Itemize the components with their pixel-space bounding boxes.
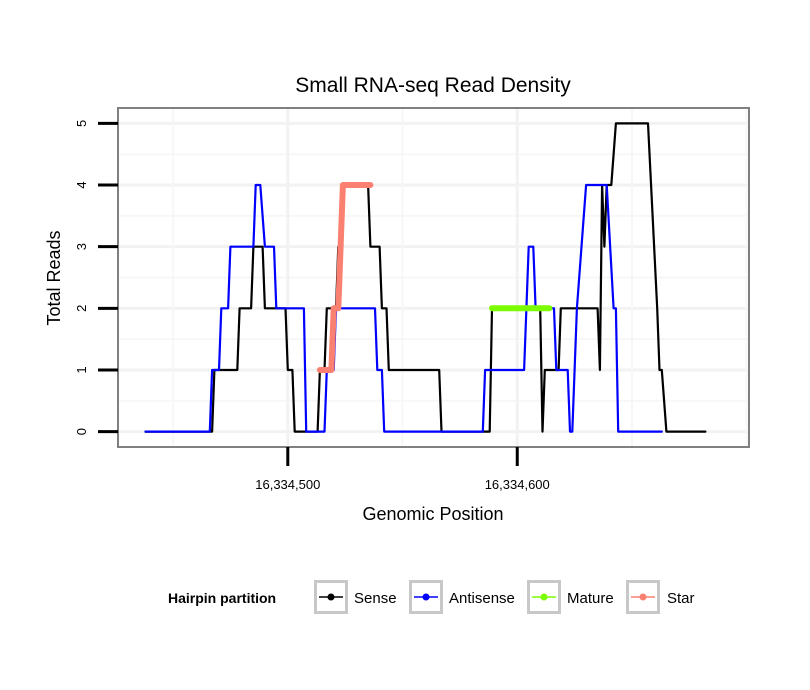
x-tick-label: 16,334,600: [485, 477, 550, 492]
y-tick-label: 2: [74, 305, 89, 312]
y-tick-label: 5: [74, 120, 89, 127]
legend-label: Sense: [354, 590, 397, 607]
series-layer: [144, 122, 707, 433]
legend-label: Antisense: [449, 590, 515, 607]
y-axis-label: Total Reads: [44, 230, 64, 325]
legend-item-sense: Sense: [314, 580, 397, 614]
legend-item-mature: Mature: [527, 580, 614, 614]
legend: Hairpin partition Sense Antisense Mature St…: [168, 580, 695, 614]
legend-key-point: [422, 593, 430, 601]
legend-label: Star: [667, 590, 695, 607]
legend-item-star: Star: [626, 580, 695, 614]
series-star-line: [316, 182, 374, 373]
y-tick-label: 4: [74, 181, 89, 188]
legend-key-point: [540, 593, 548, 601]
legend-title: Hairpin partition: [168, 590, 276, 606]
legend-label: Mature: [567, 590, 614, 607]
plot-border: [117, 107, 750, 448]
legend-key-point: [639, 593, 647, 601]
y-tick-label: 0: [74, 428, 89, 435]
series-antisense-line: [144, 183, 663, 433]
y-tick-label: 3: [74, 243, 89, 250]
x-tick-label: 16,334,500: [255, 477, 320, 492]
chart-title: Small RNA-seq Read Density: [295, 74, 571, 97]
x-axis: 16,334,500 16,334,600: [255, 447, 550, 492]
y-tick-label: 1: [74, 366, 89, 373]
legend-item-antisense: Antisense: [409, 580, 515, 614]
legend-key-point: [327, 593, 335, 601]
y-axis: 0 1 2 3 4 5: [74, 120, 118, 435]
x-axis-label: Genomic Position: [362, 504, 503, 524]
